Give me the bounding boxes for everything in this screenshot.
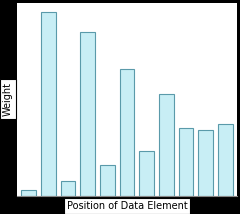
Y-axis label: Weight: Weight xyxy=(3,82,13,116)
Bar xyxy=(218,124,233,196)
Bar xyxy=(41,12,56,196)
Bar xyxy=(100,165,115,196)
Bar xyxy=(139,151,154,196)
Bar xyxy=(80,32,95,196)
Bar xyxy=(120,69,134,196)
Bar xyxy=(198,130,213,196)
Bar xyxy=(179,128,193,196)
X-axis label: Position of Data Element: Position of Data Element xyxy=(67,201,187,211)
Bar xyxy=(159,94,174,196)
Bar xyxy=(21,190,36,196)
Bar xyxy=(61,181,75,196)
